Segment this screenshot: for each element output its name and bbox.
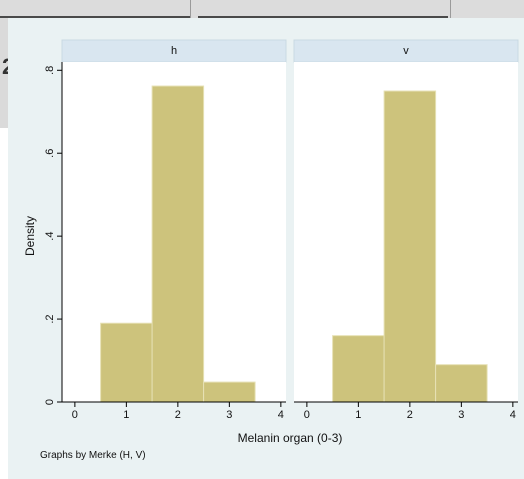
- y-tick-label: .8: [44, 66, 56, 75]
- histogram-bar: [332, 335, 385, 403]
- x-tick-label: 3: [226, 409, 232, 421]
- x-tick-label: 0: [72, 409, 78, 421]
- x-tick-label: 4: [278, 409, 284, 421]
- x-tick-label: 1: [123, 409, 129, 421]
- x-axis-label: Melanin organ (0-3): [238, 431, 343, 445]
- panel-title: h: [171, 45, 177, 57]
- y-tick-label: 0: [44, 399, 56, 405]
- x-tick-label: 2: [407, 409, 413, 421]
- tab-separator: [450, 0, 451, 18]
- x-tick-label: 1: [355, 409, 361, 421]
- histogram-bar: [435, 364, 488, 403]
- histogram-bar: [100, 322, 153, 403]
- x-tick-label: 4: [510, 409, 516, 421]
- y-axis-label: Density: [23, 216, 37, 256]
- histogram-bar: [151, 85, 205, 403]
- histogram-bar: [203, 381, 256, 403]
- y-tick-label: .4: [44, 232, 56, 241]
- by-group-note: Graphs by Merke (H, V): [40, 450, 146, 461]
- x-tick-label: 2: [175, 409, 181, 421]
- x-tick-label: 3: [458, 409, 464, 421]
- y-tick-label: .2: [44, 314, 56, 323]
- tab-separator: [190, 0, 191, 18]
- x-tick-label: 0: [304, 409, 310, 421]
- tab-edge: [198, 0, 448, 18]
- histogram-bar: [383, 90, 437, 403]
- panel-title: v: [403, 45, 409, 57]
- tab-edge: [0, 0, 190, 18]
- y-tick-label: .6: [44, 149, 56, 158]
